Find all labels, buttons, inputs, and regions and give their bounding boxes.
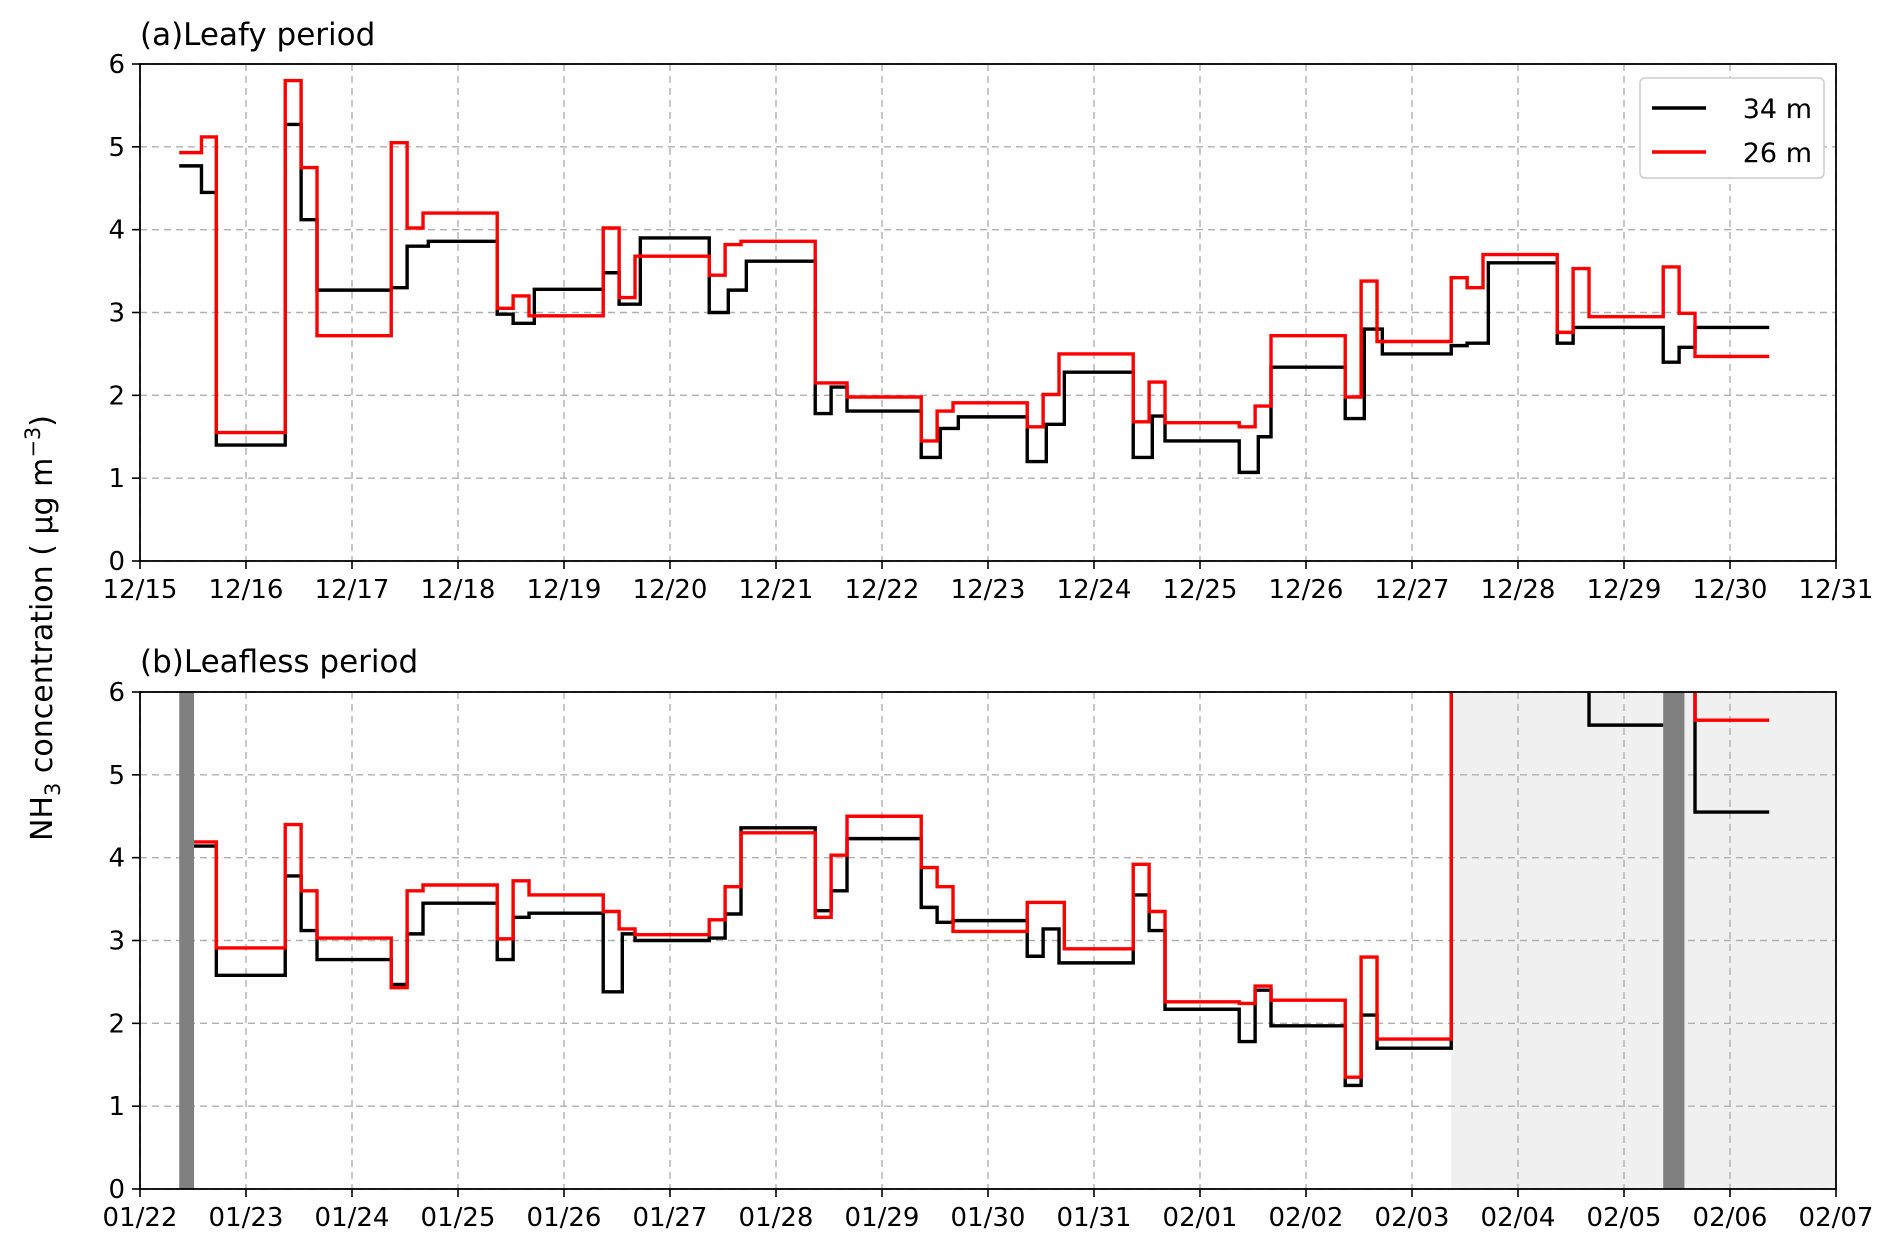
panel-title: (b)Leafless period xyxy=(140,644,418,680)
x-tick-label: 01/23 xyxy=(209,1203,284,1233)
x-tick-label: 12/18 xyxy=(421,575,496,605)
y-tick-label: 2 xyxy=(108,381,125,411)
series-lines xyxy=(179,78,1770,475)
y-tick-label: 1 xyxy=(108,1092,125,1122)
y-tick-label: 5 xyxy=(108,133,125,163)
x-tick-label: 12/26 xyxy=(1269,575,1344,605)
x-tick-label: 12/25 xyxy=(1163,575,1238,605)
x-tick-label: 01/27 xyxy=(633,1203,708,1233)
x-tick-label: 12/31 xyxy=(1799,575,1874,605)
x-tick-label: 12/19 xyxy=(527,575,602,605)
series-line-26m-after-gap xyxy=(1693,692,1770,722)
x-tick-label: 12/17 xyxy=(315,575,390,605)
x-tick-label: 02/01 xyxy=(1163,1203,1238,1233)
x-tick-label: 01/28 xyxy=(739,1203,814,1233)
x-tick-label: 02/04 xyxy=(1481,1203,1556,1233)
series-line-26m xyxy=(179,78,1770,443)
x-tick-label: 12/24 xyxy=(1057,575,1132,605)
series-line-26m xyxy=(194,692,1453,1079)
series-line-34m xyxy=(179,122,1770,475)
series-line-34m-after-gap xyxy=(1693,692,1770,814)
x-tick-label: 12/22 xyxy=(845,575,920,605)
legend-label: 34 m xyxy=(1743,94,1812,125)
x-tick-label: 12/29 xyxy=(1587,575,1662,605)
series-lines xyxy=(194,692,1770,1088)
x-tick-label: 01/26 xyxy=(527,1203,602,1233)
y-tick-label: 4 xyxy=(108,216,125,246)
y-tick-label: 6 xyxy=(108,678,125,708)
x-tick-label: 02/03 xyxy=(1375,1203,1450,1233)
y-axis-label-superscript: −3 xyxy=(21,427,45,458)
y-tick-label: 3 xyxy=(108,927,125,957)
panel-leafy-period: (a)Leafy period 12/15 12/16 12/17 12/18 12/1… xyxy=(103,17,1874,605)
x-tick-label: 01/29 xyxy=(845,1203,920,1233)
x-tick-label: 12/16 xyxy=(209,575,284,605)
data-gap-bar xyxy=(179,692,195,1189)
x-tick-label: 02/02 xyxy=(1269,1203,1344,1233)
x-tick-label: 01/30 xyxy=(951,1203,1026,1233)
y-tick-label: 1 xyxy=(108,464,125,494)
legend-label: 26 m xyxy=(1743,138,1812,169)
y-axis-label-subscript: 3 xyxy=(41,783,65,796)
x-tick-label: 12/15 xyxy=(103,575,178,605)
x-tick-label: 01/22 xyxy=(103,1203,178,1233)
x-tick-label: 12/23 xyxy=(951,575,1026,605)
x-tick-label: 12/28 xyxy=(1481,575,1556,605)
data-gap-bar xyxy=(1663,692,1685,1189)
y-axis-label-prefix: NH xyxy=(25,796,60,841)
y-tick-label: 3 xyxy=(108,299,125,329)
x-tick-label: 02/06 xyxy=(1693,1203,1768,1233)
x-tick-label: 01/25 xyxy=(421,1203,496,1233)
panel-leafless-period: (b)Leafless period 01/22 01/23 01/24 01/25 0… xyxy=(103,644,1874,1233)
x-tick-label: 12/20 xyxy=(633,575,708,605)
panel-title: (a)Leafy period xyxy=(140,17,375,53)
grid-lines xyxy=(139,63,1837,562)
series-line-34m xyxy=(194,692,1664,1088)
legend: 34 m 26 m xyxy=(1639,77,1825,179)
y-tick-label: 6 xyxy=(108,50,125,80)
x-tick-label: 12/21 xyxy=(739,575,814,605)
y-axis-label-end: ) xyxy=(25,415,60,427)
x-tick-label: 01/31 xyxy=(1057,1203,1132,1233)
y-axis-label-middle: concentration ( μg m xyxy=(25,458,60,783)
y-tick-label: 2 xyxy=(108,1009,125,1039)
x-tick-label: 01/24 xyxy=(315,1203,390,1233)
x-tick-label: 02/05 xyxy=(1587,1203,1662,1233)
y-tick-label: 0 xyxy=(108,547,125,577)
x-tick-label: 12/30 xyxy=(1693,575,1768,605)
x-tick-label: 02/07 xyxy=(1799,1203,1874,1233)
x-tick-label: 12/27 xyxy=(1375,575,1450,605)
y-tick-label: 5 xyxy=(108,761,125,791)
y-tick-label: 4 xyxy=(108,844,125,874)
y-axis-label: NH3 concentration ( μg m−3) xyxy=(21,415,65,841)
y-tick-label: 0 xyxy=(108,1175,125,1205)
